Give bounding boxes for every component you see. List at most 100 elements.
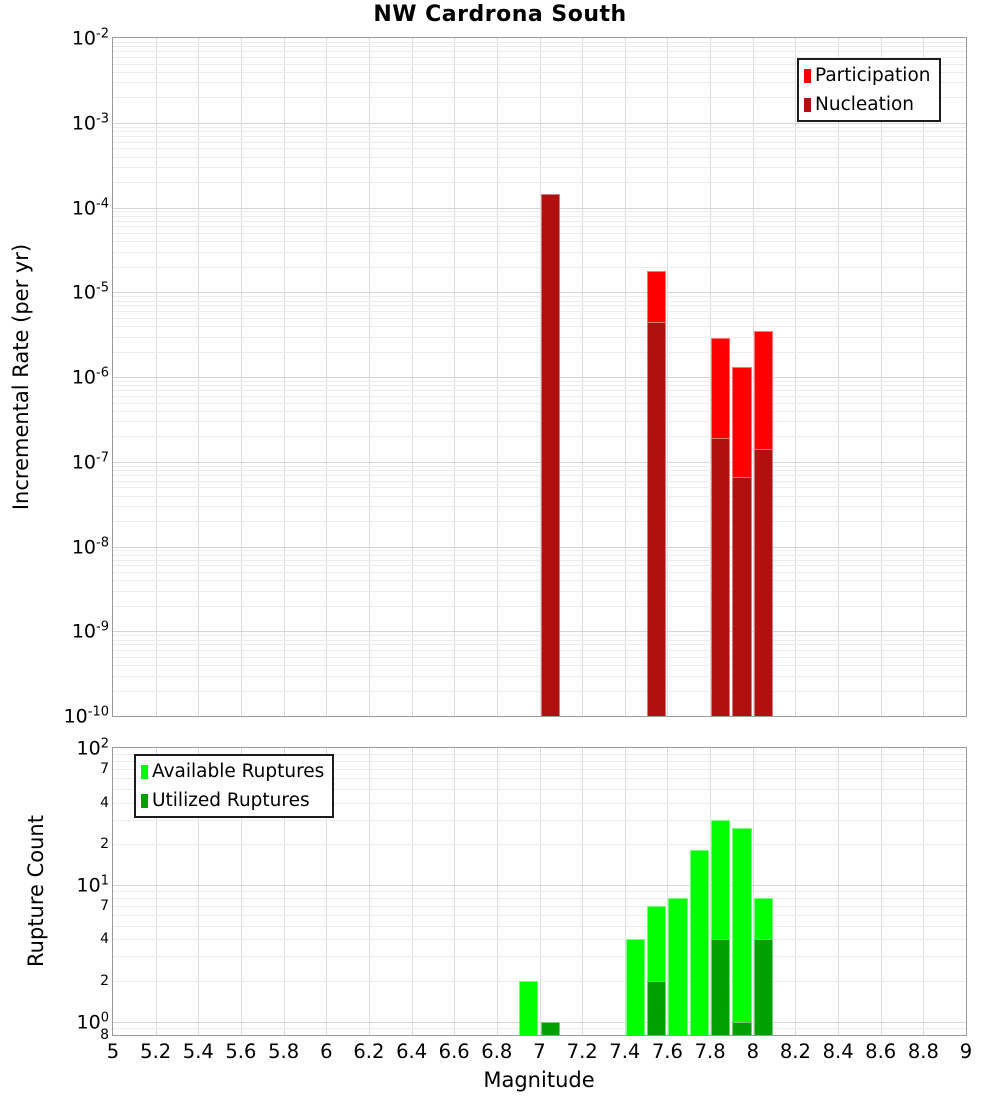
rupture-legend: Available Ruptures Utilized Ruptures — [134, 754, 335, 818]
gridline — [113, 385, 966, 387]
gridline — [582, 748, 584, 1035]
x-tick-label: 5.2 — [140, 1040, 172, 1063]
gridline — [113, 207, 966, 209]
available-ruptures-swatch — [141, 764, 148, 779]
incremental-rate-plot — [112, 37, 967, 717]
x-tick-label: 7.4 — [609, 1040, 641, 1063]
legend-item-participation: Participation — [804, 61, 931, 90]
y-minor-tick-label: 2 — [100, 835, 109, 852]
gridline — [113, 554, 966, 556]
available-ruptures-bar — [519, 980, 539, 1035]
participation-swatch — [804, 68, 811, 83]
legend-label-nucleation: Nucleation — [815, 94, 915, 115]
x-tick-label: 8.6 — [865, 1040, 897, 1063]
gridline — [113, 211, 966, 213]
gridline — [113, 317, 966, 319]
y-tick-label: 101 — [76, 873, 109, 897]
x-tick-label: 7.2 — [566, 1040, 598, 1063]
gridline — [113, 843, 966, 845]
gridline — [113, 956, 966, 958]
gridline — [113, 182, 966, 183]
x-tick-label: 6 — [320, 1040, 333, 1063]
gridline — [113, 390, 966, 392]
legend-item-nucleation: Nucleation — [804, 90, 931, 119]
gridline — [113, 906, 966, 908]
gridline — [113, 474, 966, 476]
gridline — [113, 1021, 966, 1023]
gridline — [326, 38, 328, 716]
gridline — [113, 410, 966, 412]
nucleation-bar — [647, 321, 667, 716]
y-tick-label: 10-5 — [71, 280, 109, 304]
gridline — [113, 635, 966, 637]
gridline — [113, 605, 966, 607]
gridline — [880, 38, 882, 716]
gridline — [113, 884, 966, 886]
gridline — [113, 220, 966, 222]
legend-item-available: Available Ruptures — [141, 757, 324, 786]
gridline — [113, 898, 966, 900]
gridline — [113, 631, 966, 633]
gridline — [113, 495, 966, 497]
x-axis-label: Magnitude — [483, 1068, 595, 1092]
x-tick-label: 7.8 — [694, 1040, 726, 1063]
gridline — [113, 915, 966, 917]
gridline — [624, 38, 626, 716]
gridline — [113, 292, 966, 294]
gridline — [496, 38, 498, 716]
y-tick-label: 10-8 — [71, 534, 109, 559]
gridline — [368, 748, 370, 1035]
gridline — [113, 639, 966, 641]
y-tick-label: 102 — [76, 736, 109, 760]
gridline — [113, 156, 966, 158]
gridline — [454, 748, 456, 1035]
gridline — [113, 926, 966, 928]
available-ruptures-bar — [668, 898, 688, 1035]
gridline — [113, 559, 966, 561]
gridline — [113, 122, 966, 124]
available-ruptures-bar — [625, 939, 646, 1035]
gridline — [795, 38, 797, 716]
gridline — [240, 38, 242, 716]
gridline — [113, 241, 966, 243]
gridline — [113, 656, 966, 658]
gridline — [113, 233, 966, 234]
gridline — [113, 126, 966, 128]
x-tick-label: 5 — [106, 1040, 120, 1063]
gridline — [496, 748, 498, 1035]
gridline — [667, 38, 669, 716]
x-tick-label: 9 — [959, 1040, 973, 1063]
gridline — [923, 748, 925, 1035]
legend-item-utilized: Utilized Ruptures — [141, 786, 324, 815]
gridline — [155, 38, 157, 716]
y-minor-tick-label: 4 — [100, 794, 109, 811]
gridline — [539, 748, 541, 1035]
gridline — [411, 38, 413, 716]
y-minor-tick-label: 7 — [100, 761, 109, 778]
gridline — [113, 266, 966, 268]
x-tick-label: 8 — [746, 1040, 760, 1063]
utilized-ruptures-bar — [540, 1021, 560, 1035]
utilized-ruptures-bar — [753, 939, 774, 1035]
gridline — [113, 326, 966, 327]
gridline — [113, 580, 966, 582]
gridline — [113, 650, 966, 652]
y-tick-label: 10-3 — [71, 111, 109, 135]
utilized-ruptures-swatch — [141, 793, 148, 808]
utilized-ruptures-bar — [647, 980, 667, 1035]
gridline — [113, 336, 966, 338]
gridline — [113, 644, 966, 646]
gridline — [113, 465, 966, 467]
nucleation-bar — [753, 449, 774, 716]
gridline — [113, 351, 966, 353]
gridline — [113, 665, 966, 666]
y-tick-label: 10-6 — [71, 365, 109, 389]
gridline — [113, 380, 966, 382]
gridline — [923, 38, 925, 716]
gridline — [113, 521, 966, 522]
x-tick-label: 6.4 — [396, 1040, 428, 1063]
gridline — [113, 436, 966, 438]
x-tick-label: 7.6 — [651, 1040, 683, 1063]
gridline — [113, 46, 966, 48]
